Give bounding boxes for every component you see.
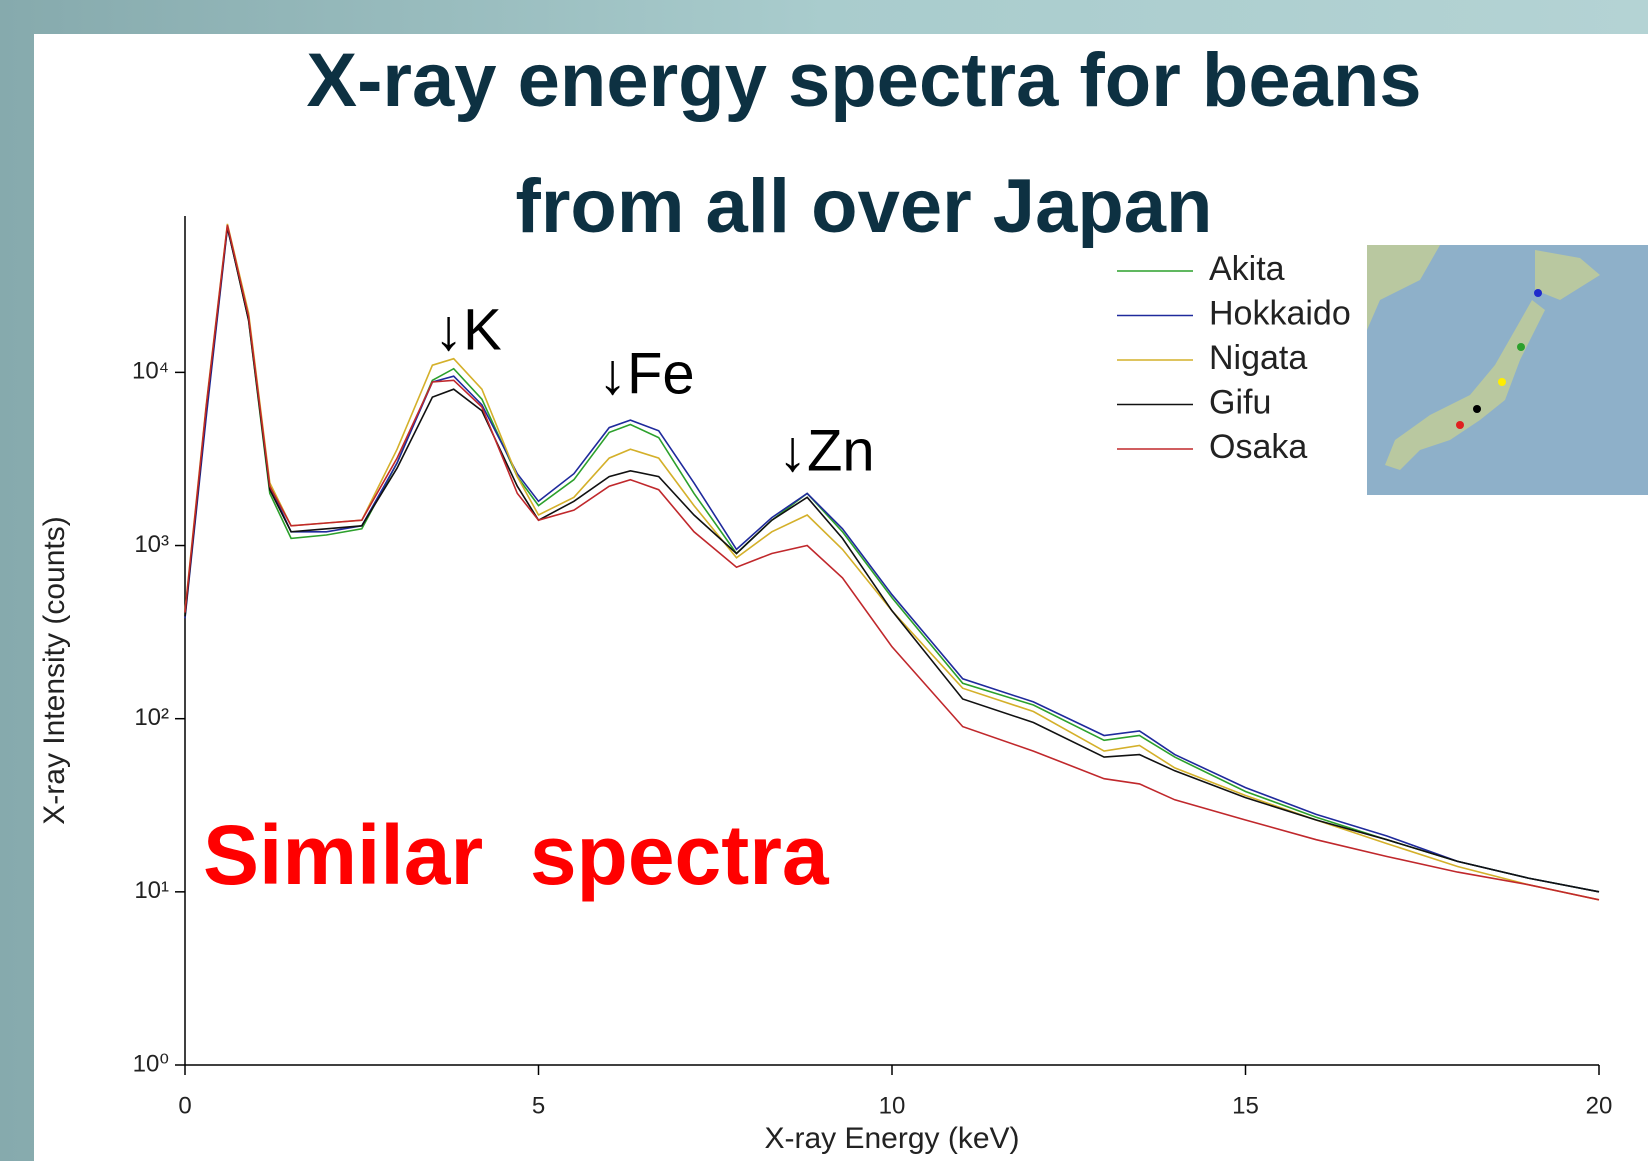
annotation: ↓K: [434, 297, 502, 362]
y-tick-label: 10¹: [134, 877, 169, 904]
x-tick-label: 20: [1586, 1092, 1613, 1119]
y-tick-label: 10⁰: [133, 1050, 169, 1077]
x-tick-label: 15: [1232, 1092, 1259, 1119]
map-dot: [1456, 421, 1464, 429]
map-inset: [1367, 245, 1648, 495]
legend-label: Akita: [1209, 250, 1285, 288]
legend-label: Nigata: [1209, 339, 1307, 377]
y-axis-label: X-ray Intensity (counts): [38, 516, 71, 824]
legend-label: Hokkaido: [1209, 294, 1351, 332]
annotation: Similar spectra: [203, 808, 830, 902]
annotation: ↓Fe: [598, 341, 695, 406]
x-tick-label: 5: [532, 1092, 545, 1119]
map-dot: [1498, 378, 1506, 386]
page: {"chart_data": { "type": "line", "title"…: [0, 0, 1648, 1161]
x-tick-label: 0: [178, 1092, 191, 1119]
y-tick-label: 10²: [134, 704, 169, 731]
map-dot: [1473, 405, 1481, 413]
map-dot: [1534, 289, 1542, 297]
x-tick-label: 10: [879, 1092, 906, 1119]
annotation: ↓Zn: [778, 418, 875, 483]
legend-label: Gifu: [1209, 383, 1271, 421]
chart-title: X-ray energy spectra for beans: [306, 38, 1421, 123]
x-axis-label: X-ray Energy (keV): [764, 1122, 1019, 1155]
y-tick-label: 10³: [134, 531, 169, 558]
legend-label: Osaka: [1209, 428, 1307, 466]
y-tick-label: 10⁴: [132, 358, 169, 385]
chart-title: from all over Japan: [516, 164, 1213, 249]
map-dot: [1517, 343, 1525, 351]
chart: X-ray energy spectra for beans from all o…: [0, 0, 1648, 1161]
